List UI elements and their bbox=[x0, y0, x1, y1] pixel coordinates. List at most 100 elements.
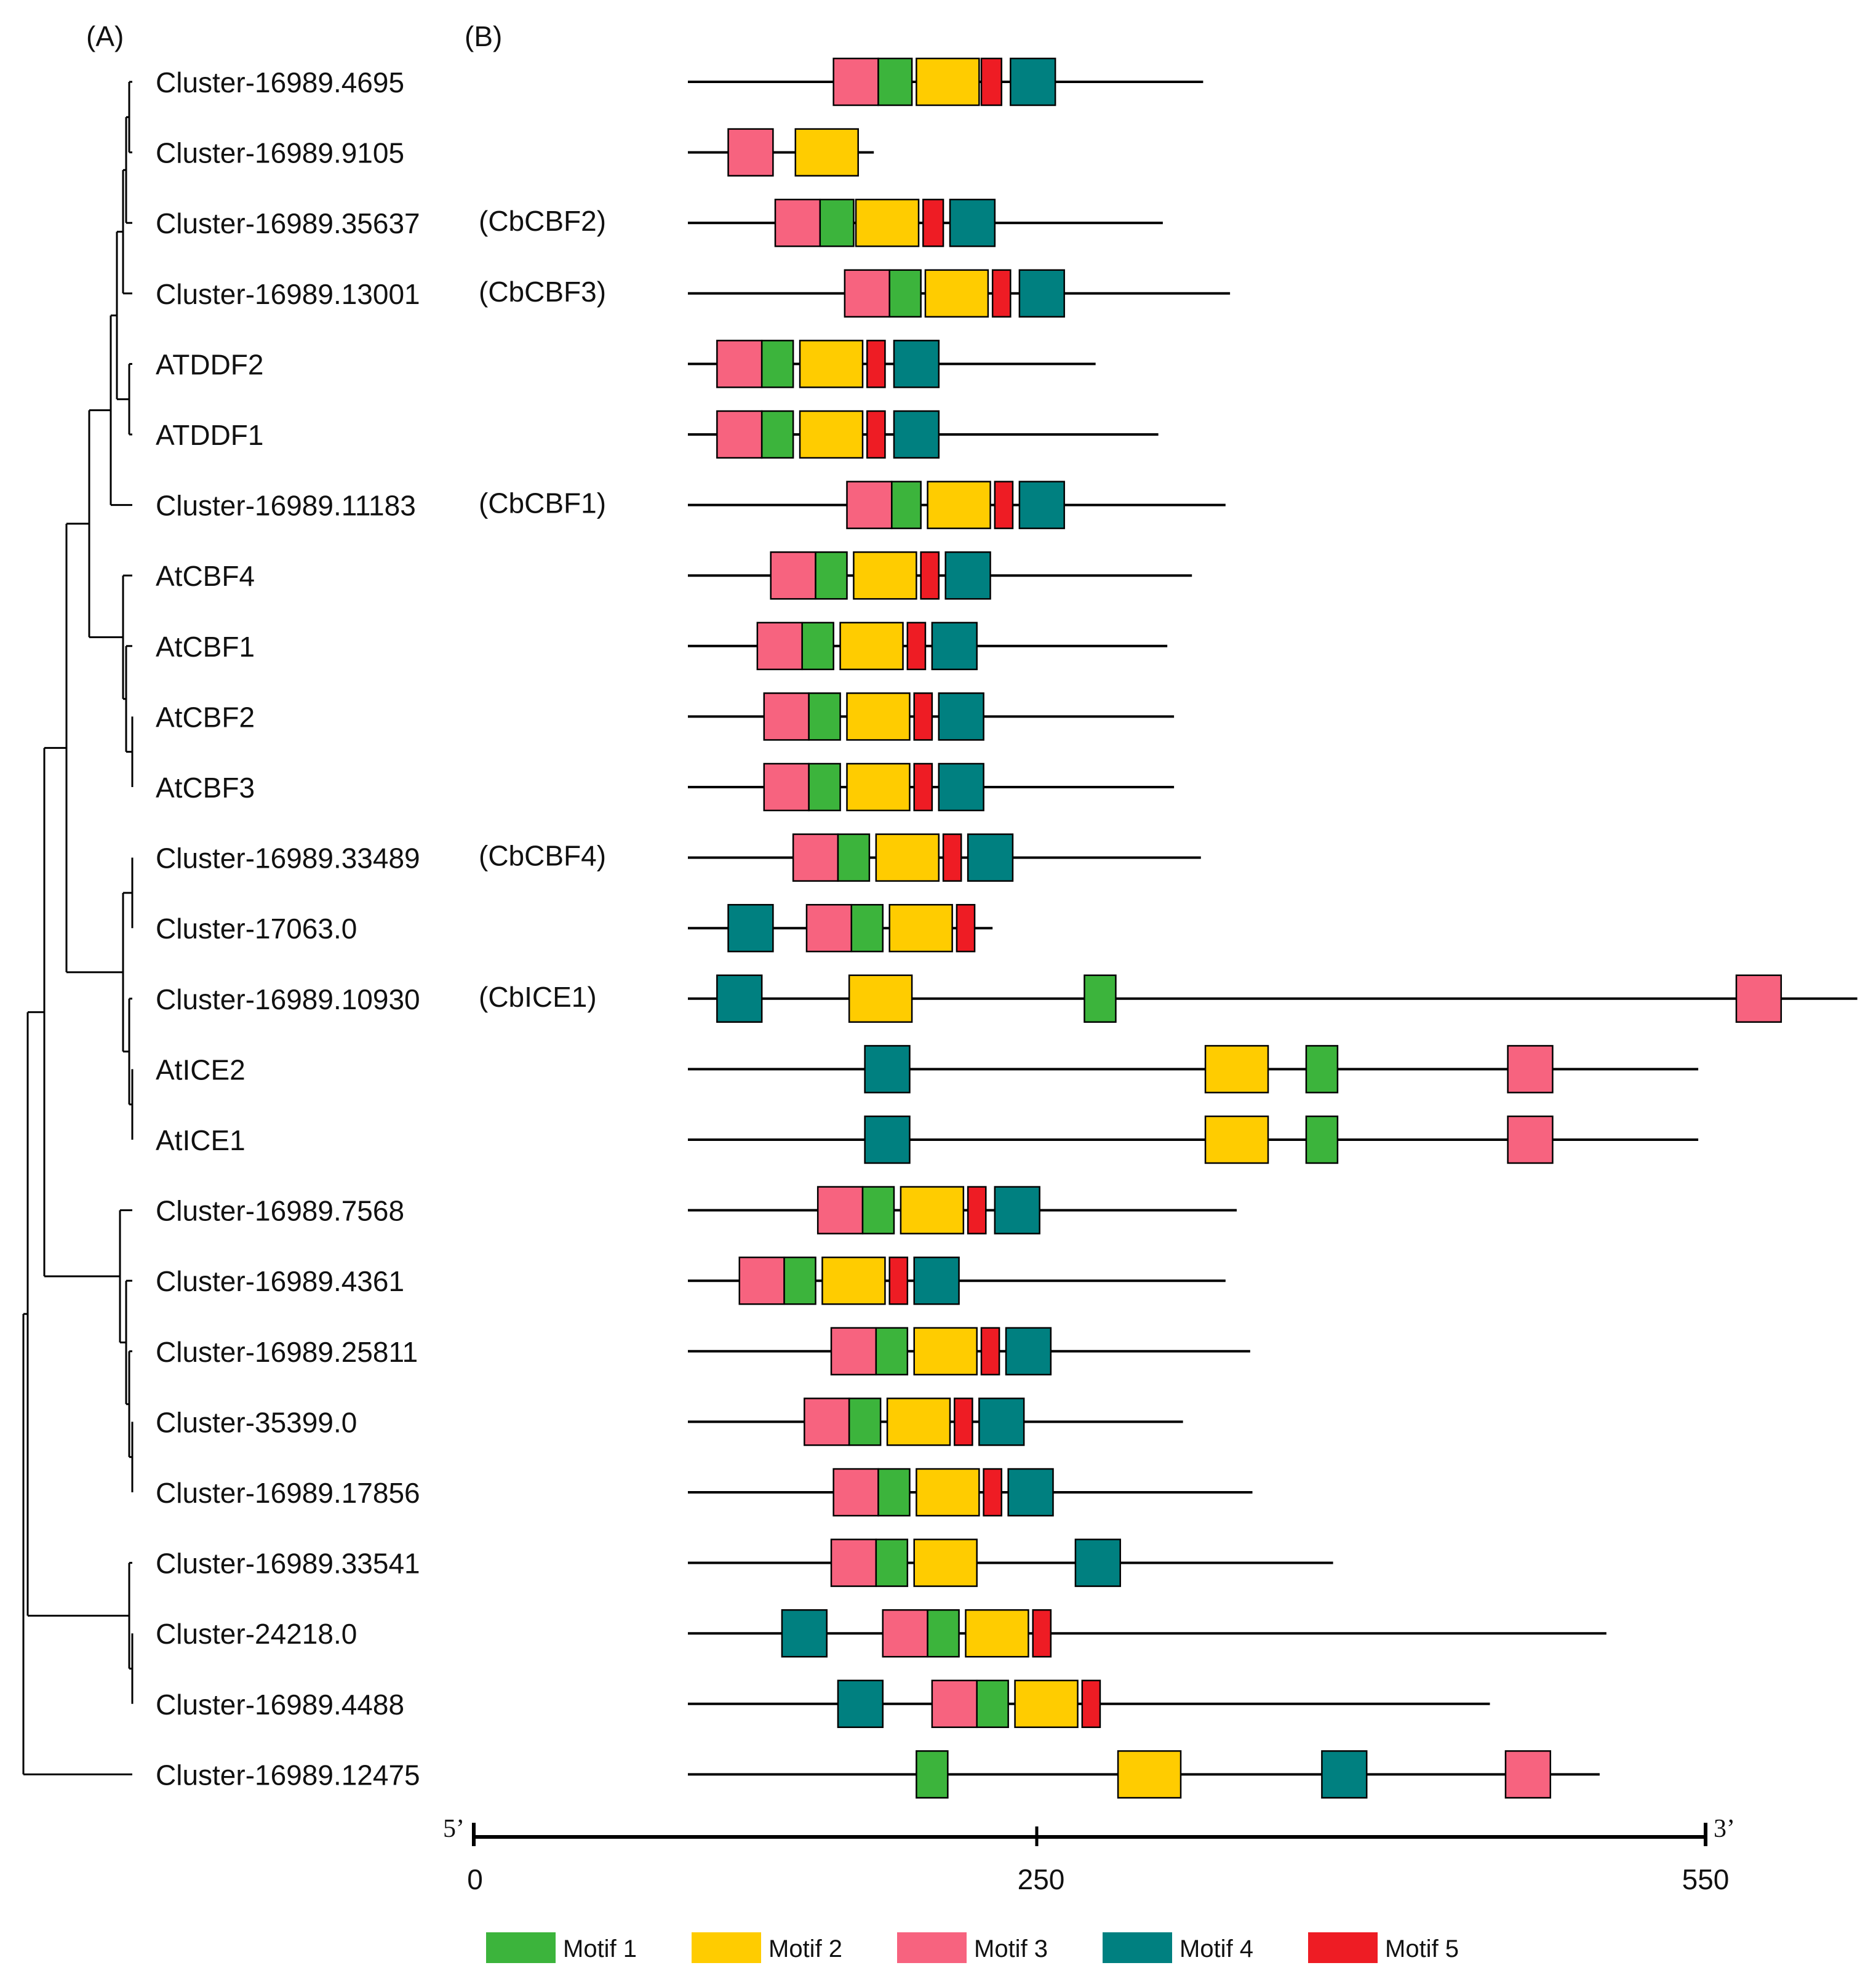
motif-5-box bbox=[991, 269, 1012, 318]
motif-1-box bbox=[1084, 974, 1117, 1023]
gene-label: Cluster-16989.4488 bbox=[156, 1689, 404, 1721]
motif-4-box bbox=[864, 1045, 911, 1094]
motif-track-row bbox=[688, 340, 1096, 388]
gene-tag: (CbICE1) bbox=[479, 981, 597, 1013]
motif-4-box bbox=[893, 340, 940, 388]
motif-2-box bbox=[855, 198, 920, 247]
motif-2-box bbox=[846, 692, 911, 741]
motif-1-box bbox=[1305, 1045, 1339, 1094]
motif-1-box bbox=[801, 622, 834, 671]
motif-track-row bbox=[688, 1115, 1699, 1164]
motif-3-box bbox=[716, 340, 763, 388]
motif-3-box bbox=[830, 1538, 877, 1587]
panel-b-label: (B) bbox=[465, 20, 502, 52]
motif-1-box bbox=[819, 198, 855, 247]
motif-2-box bbox=[916, 57, 980, 106]
motif-5-box bbox=[913, 692, 933, 741]
motif-2-box bbox=[799, 340, 864, 388]
motif-5-box bbox=[954, 1398, 973, 1446]
gene-label: Cluster-16989.17856 bbox=[156, 1477, 420, 1509]
motif-5-box bbox=[980, 57, 1002, 106]
gene-tag: (CbCBF2) bbox=[479, 205, 606, 237]
motif-1-box bbox=[760, 340, 794, 388]
phylogenetic-tree bbox=[22, 81, 134, 1775]
gene-label: AtICE2 bbox=[156, 1054, 245, 1086]
motif-3-box bbox=[830, 1327, 877, 1376]
motif-2-box bbox=[916, 1468, 980, 1517]
motif-track-row bbox=[688, 1468, 1253, 1517]
motif-5-box bbox=[994, 481, 1014, 529]
gene-label: Cluster-16989.33541 bbox=[156, 1548, 420, 1580]
motif-4-box bbox=[727, 903, 774, 953]
scale-axis: 5’ 3’ 0 250 550 bbox=[443, 1815, 1735, 1895]
motif-2-box bbox=[888, 903, 953, 953]
motif-3-box bbox=[763, 692, 810, 741]
motif-track-row bbox=[688, 1750, 1600, 1799]
motif-5-box bbox=[942, 833, 962, 882]
legend-swatch-motif-4 bbox=[1103, 1932, 1172, 1963]
motif-4-box bbox=[893, 410, 940, 459]
motif-5-box bbox=[980, 1327, 1000, 1376]
motif-1-box bbox=[861, 1186, 895, 1234]
three-prime-label: 3’ bbox=[1714, 1815, 1735, 1843]
motif-4-box bbox=[994, 1186, 1040, 1234]
motif-3-box bbox=[738, 1256, 785, 1305]
scale-tick-250: 250 bbox=[1018, 1863, 1065, 1895]
motif-4-box bbox=[938, 762, 984, 812]
motif-4-box bbox=[1007, 1468, 1054, 1517]
motif-1-box bbox=[877, 57, 913, 106]
legend-label-motif-1: Motif 1 bbox=[563, 1935, 637, 1962]
motif-3-box bbox=[844, 269, 890, 318]
legend-label-motif-4: Motif 4 bbox=[1179, 1935, 1253, 1962]
legend-label-motif-2: Motif 2 bbox=[768, 1935, 842, 1962]
motif-track-row bbox=[688, 974, 1858, 1023]
motif-track-row bbox=[688, 762, 1175, 812]
motif-track-row bbox=[688, 1679, 1490, 1729]
motif-5-box bbox=[888, 1256, 909, 1305]
motif-1-box bbox=[808, 762, 841, 812]
motif-3-box bbox=[931, 1679, 978, 1729]
motif-5-box bbox=[956, 903, 976, 953]
motif-5-box bbox=[922, 198, 944, 247]
motif-2-box bbox=[1204, 1045, 1269, 1094]
motif-3-box bbox=[882, 1609, 928, 1658]
motif-3-box bbox=[1504, 1750, 1552, 1799]
motif-track-row bbox=[688, 903, 993, 953]
motif-tracks bbox=[688, 57, 1858, 1799]
motif-3-box bbox=[716, 410, 763, 459]
gene-label: AtICE1 bbox=[156, 1124, 245, 1156]
motif-4-box bbox=[931, 622, 978, 671]
motif-4-box bbox=[949, 198, 996, 247]
motif-4-box bbox=[1018, 269, 1065, 318]
gene-label: Cluster-16989.9105 bbox=[156, 137, 404, 169]
motif-4-box bbox=[837, 1679, 884, 1729]
gene-label: AtCBF2 bbox=[156, 701, 255, 733]
gene-label: Cluster-16989.10930 bbox=[156, 983, 420, 1015]
scale-tick-550: 550 bbox=[1682, 1863, 1730, 1895]
motif-2-box bbox=[839, 622, 904, 671]
motif-3-box bbox=[805, 903, 853, 953]
motif-4-box bbox=[1321, 1750, 1368, 1799]
motif-3-box bbox=[727, 128, 774, 177]
motif-5-box bbox=[1081, 1679, 1101, 1729]
motif-4-box bbox=[967, 833, 1014, 882]
motif-2-box bbox=[927, 481, 991, 529]
motif-3-box bbox=[763, 762, 810, 812]
motif-3-box bbox=[756, 622, 803, 671]
gene-label: Cluster-16989.33489 bbox=[156, 842, 420, 874]
motif-3-box bbox=[804, 1398, 850, 1446]
motif-2-box bbox=[853, 551, 917, 600]
motif-2-box bbox=[913, 1327, 978, 1376]
motif-2-box bbox=[875, 833, 940, 882]
motif-track-row bbox=[688, 622, 1168, 671]
motif-legend: Motif 1 Motif 2 Motif 3 Motif 4 Motif 5 bbox=[486, 1932, 1459, 1963]
motif-1-box bbox=[850, 903, 884, 953]
legend-swatch-motif-2 bbox=[692, 1932, 761, 1963]
motif-4-box bbox=[716, 974, 763, 1023]
motif-1-box bbox=[875, 1538, 909, 1587]
motif-2-box bbox=[794, 128, 859, 177]
gene-tag: (CbCBF1) bbox=[479, 487, 606, 519]
motif-5-box bbox=[920, 551, 940, 600]
motif-track-row bbox=[688, 481, 1226, 529]
gene-label: Cluster-16989.12475 bbox=[156, 1759, 420, 1791]
